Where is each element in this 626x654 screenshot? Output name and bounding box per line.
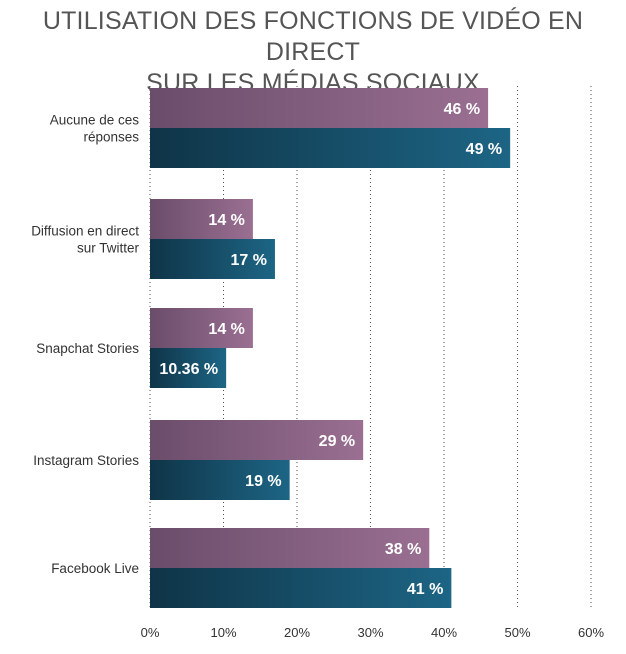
grid-lines: [149, 86, 592, 610]
data-label: 14 %: [208, 212, 244, 229]
data-label: 19 %: [245, 473, 281, 490]
category-label: Diffusion en direct sur Twitter: [31, 224, 139, 256]
data-label: 49 %: [466, 141, 502, 158]
x-tick-label: 30%: [357, 625, 383, 640]
x-tick-label: 40%: [431, 625, 457, 640]
category-label-line: Facebook Live: [51, 561, 139, 576]
bar: [150, 239, 275, 279]
x-tick-label: 50%: [504, 625, 530, 640]
category-labels: Aucune de ces réponses Diffusion en direct…: [31, 113, 139, 577]
x-tick-labels: 0% 10% 20% 30% 40% 50% 60%: [141, 625, 605, 640]
category-label-line: sur Twitter: [77, 241, 140, 256]
bar: [150, 348, 227, 388]
category-label: Facebook Live: [51, 561, 139, 576]
category-label-line: Aucune de ces: [50, 113, 140, 128]
bar: [150, 88, 489, 128]
bar: [150, 128, 511, 168]
x-tick-label: 0%: [141, 625, 160, 640]
category-label-line: Instagram Stories: [33, 453, 139, 468]
category-label-line: Snapchat Stories: [36, 341, 139, 356]
data-label: 29 %: [319, 433, 355, 450]
category-label: Aucune de ces réponses: [50, 113, 140, 145]
bar: [150, 568, 452, 608]
x-tick-label: 10%: [210, 625, 236, 640]
data-labels: 46 % 49 % 14 % 17 % 14 % 10.36 % 29 % 19 % 38 % 4…: [159, 101, 502, 598]
bar: [150, 420, 364, 460]
bar: [150, 308, 253, 348]
category-label: Snapchat Stories: [36, 341, 139, 356]
category-label-line: Diffusion en direct: [31, 224, 139, 239]
x-tick-label: 20%: [284, 625, 310, 640]
chart-title-line-1: UTILISATION DES FONCTIONS DE VIDÉO EN DI…: [42, 7, 584, 66]
data-label: 38 %: [385, 541, 421, 558]
data-label: 10.36 %: [159, 361, 218, 378]
x-tick-label: 60%: [578, 625, 604, 640]
data-label: 41 %: [407, 581, 443, 598]
category-label: Instagram Stories: [33, 453, 139, 468]
data-label: 17 %: [230, 252, 266, 269]
data-label: 14 %: [208, 321, 244, 338]
bar: [150, 528, 430, 568]
category-label-line: réponses: [83, 130, 139, 145]
bar: [150, 199, 253, 239]
bar: [150, 460, 290, 500]
bars: [150, 88, 511, 608]
data-label: 46 %: [444, 101, 480, 118]
